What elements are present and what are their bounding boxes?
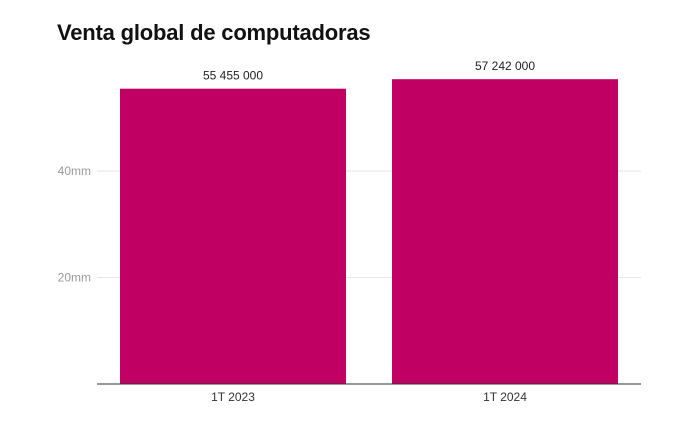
bar-value-label: 57 242 000 [475,59,535,73]
chart-title: Venta global de computadoras [57,20,371,45]
bar [392,79,618,385]
y-tick-label: 20mm [58,271,91,285]
x-tick-label: 1T 2023 [211,390,255,404]
bar [120,88,346,385]
y-tick-label: 40mm [58,164,91,178]
bar-value-label: 55 455 000 [203,69,263,83]
x-tick-label: 1T 2024 [483,390,527,404]
